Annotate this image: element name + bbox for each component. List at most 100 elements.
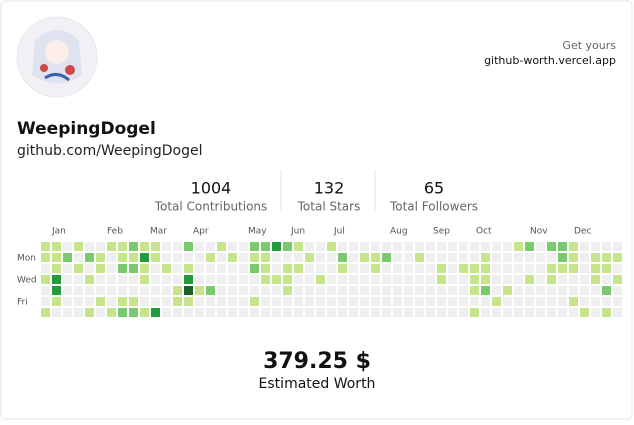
- contribution-cell: [162, 253, 171, 262]
- contribution-cell: [206, 308, 215, 317]
- contribution-cell: [107, 242, 116, 251]
- contribution-cell: [74, 242, 83, 251]
- contribution-cell: [85, 253, 94, 262]
- contribution-cell: [173, 275, 182, 284]
- contribution-cell: [536, 275, 545, 284]
- contribution-cell: [184, 253, 193, 262]
- contribution-cell: [569, 264, 578, 273]
- contribution-cell: [470, 275, 479, 284]
- contribution-cell: [151, 297, 160, 306]
- contribution-cell: [371, 297, 380, 306]
- contribution-cell: [239, 242, 248, 251]
- contribution-cell: [96, 264, 105, 273]
- contribution-cell: [305, 286, 314, 295]
- contribution-cell: [602, 308, 611, 317]
- worth-label: Estimated Worth: [259, 376, 376, 392]
- contribution-cell: [569, 253, 578, 262]
- contribution-cell: [481, 264, 490, 273]
- contribution-cell: [118, 253, 127, 262]
- contribution-cell: [294, 242, 303, 251]
- contribution-cell: [140, 297, 149, 306]
- contribution-cell: [250, 308, 259, 317]
- stat-value: 65: [424, 179, 444, 198]
- contribution-cell: [415, 286, 424, 295]
- contribution-cell: [371, 253, 380, 262]
- contribution-cell: [514, 286, 523, 295]
- contribution-cell: [492, 297, 501, 306]
- contribution-cell: [547, 308, 556, 317]
- contribution-cell: [140, 286, 149, 295]
- contribution-cell: [107, 253, 116, 262]
- month-label: Jan: [51, 227, 66, 237]
- contribution-cell: [228, 253, 237, 262]
- contribution-cell: [305, 297, 314, 306]
- contribution-cell: [426, 297, 435, 306]
- contribution-cell: [184, 242, 193, 251]
- contribution-cell: [327, 275, 336, 284]
- contribution-cell: [327, 253, 336, 262]
- contribution-cell: [602, 242, 611, 251]
- contribution-cell: [360, 242, 369, 251]
- contribution-cell: [415, 308, 424, 317]
- day-label: Wed: [17, 276, 37, 286]
- contribution-cell: [371, 264, 380, 273]
- contribution-cell: [569, 275, 578, 284]
- contribution-cell: [349, 242, 358, 251]
- contribution-cell: [217, 264, 226, 273]
- contribution-cell: [239, 253, 248, 262]
- contribution-cell: [536, 264, 545, 273]
- contribution-cell: [536, 308, 545, 317]
- month-label: Oct: [476, 227, 492, 237]
- contribution-cell: [85, 308, 94, 317]
- contribution-cell: [580, 242, 589, 251]
- contribution-cell: [250, 297, 259, 306]
- contribution-cell: [514, 242, 523, 251]
- contribution-cell: [239, 286, 248, 295]
- contribution-cell: [525, 253, 534, 262]
- contribution-cell: [85, 286, 94, 295]
- contribution-cell: [558, 264, 567, 273]
- contribution-cell: [316, 242, 325, 251]
- contribution-cell: [558, 253, 567, 262]
- contribution-cell: [151, 308, 160, 317]
- contribution-cell: [393, 297, 402, 306]
- contribution-cell: [96, 253, 105, 262]
- contribution-cell: [415, 264, 424, 273]
- contribution-cell: [41, 275, 50, 284]
- contribution-cell: [613, 286, 622, 295]
- contribution-cell: [404, 275, 413, 284]
- contribution-cell: [63, 253, 72, 262]
- contribution-cell: [404, 253, 413, 262]
- contribution-cell: [525, 308, 534, 317]
- contribution-cell: [613, 253, 622, 262]
- contribution-cell: [470, 297, 479, 306]
- contribution-cell: [96, 286, 105, 295]
- contribution-cell: [481, 242, 490, 251]
- promo-link[interactable]: github-worth.vercel.app: [484, 54, 616, 67]
- contribution-cell: [459, 308, 468, 317]
- contribution-cell: [129, 286, 138, 295]
- contribution-cell: [580, 308, 589, 317]
- contribution-cell: [338, 253, 347, 262]
- contribution-cell: [162, 297, 171, 306]
- contribution-cell: [525, 264, 534, 273]
- contribution-cell: [74, 264, 83, 273]
- stat-label: Total Contributions: [154, 200, 268, 214]
- contribution-cell: [613, 275, 622, 284]
- contribution-cell: [107, 275, 116, 284]
- promo-line: Get yours: [562, 39, 616, 52]
- contribution-cell: [162, 264, 171, 273]
- contribution-cell: [250, 264, 259, 273]
- contribution-cell: [481, 308, 490, 317]
- contribution-cell: [393, 264, 402, 273]
- contribution-cell: [52, 253, 61, 262]
- contribution-cell: [459, 275, 468, 284]
- contribution-cell: [602, 253, 611, 262]
- contribution-cell: [382, 297, 391, 306]
- contribution-cell: [316, 308, 325, 317]
- contribution-cell: [261, 242, 270, 251]
- contribution-cell: [184, 264, 193, 273]
- contribution-cell: [327, 297, 336, 306]
- contribution-cell: [74, 253, 83, 262]
